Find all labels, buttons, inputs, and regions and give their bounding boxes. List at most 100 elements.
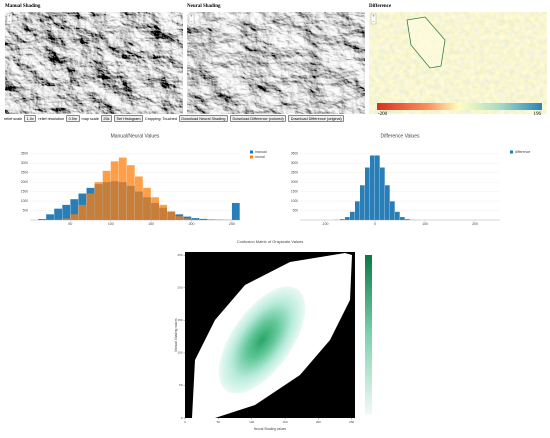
x-tick-label: 100 xyxy=(249,420,254,424)
histogram-bar xyxy=(207,219,216,220)
histogram-bar xyxy=(62,204,71,220)
x-tick-label: 150 xyxy=(282,420,287,424)
panel-title: Neural Shading xyxy=(187,4,221,9)
histogram-bar xyxy=(355,201,360,220)
y-axis-label: Manual Shading values xyxy=(174,318,178,352)
button[interactable]: Download Neural Shading xyxy=(178,115,228,122)
button[interactable]: Download Difference (original) xyxy=(288,115,345,122)
histogram-bar xyxy=(175,216,184,220)
zoom-out[interactable]: − xyxy=(8,19,11,24)
difference-colorbar xyxy=(377,103,542,110)
zoom-in[interactable]: + xyxy=(372,14,375,19)
histogram-bar xyxy=(199,218,208,220)
control-select[interactable]: 1.0x xyxy=(24,115,37,122)
y-tick-label: 500 xyxy=(23,208,29,212)
zoom-in[interactable]: + xyxy=(8,14,11,19)
y-tick-label: 150 xyxy=(177,318,182,322)
legend-label: neural xyxy=(255,155,265,159)
histogram-bar xyxy=(151,197,159,220)
histogram-bar xyxy=(118,157,127,220)
x-tick-label: 200 xyxy=(189,222,195,226)
y-tick-label: 100 xyxy=(177,351,182,355)
legend-label: difference xyxy=(515,150,530,154)
chart-title: Difference Values xyxy=(380,133,420,139)
x-tick-label: 0 xyxy=(374,222,376,226)
x-tick-label: 250 xyxy=(229,222,235,226)
histogram-bar xyxy=(70,199,79,220)
histogram-bar xyxy=(390,201,395,220)
legend-swatch xyxy=(250,155,253,159)
x-tick-label: 50 xyxy=(217,420,221,424)
histogram-bar xyxy=(400,217,405,220)
chart-title: Manual/Neural Values xyxy=(111,133,160,139)
histogram-bar xyxy=(345,217,350,220)
heatmap-colorbar xyxy=(365,255,372,415)
y-tick-label: 200 xyxy=(177,286,182,290)
y-tick-label: 3000 xyxy=(21,161,28,165)
y-tick-label: 250 xyxy=(177,253,182,257)
histogram-bar xyxy=(126,165,135,220)
heatmap-density xyxy=(218,286,306,394)
legend-label: manual xyxy=(255,150,267,154)
difference-map xyxy=(369,12,547,114)
y-tick-label: 3500 xyxy=(21,152,28,156)
histogram-bar xyxy=(370,155,375,220)
x-tick-label: 50 xyxy=(68,222,72,226)
histogram-bar xyxy=(54,208,63,220)
button[interactable]: Set Histogram xyxy=(113,115,144,122)
toolbar: relief scale 1.0x relief resolution 0.5m map… xyxy=(4,115,345,122)
histogram-bar xyxy=(110,161,119,220)
histogram-bar xyxy=(380,167,385,220)
y-tick-label: 50 xyxy=(179,383,183,387)
zoom-box[interactable] xyxy=(6,13,13,25)
histogram-bar xyxy=(46,214,54,220)
x-tick-label: 200 xyxy=(472,222,478,226)
histogram-bar xyxy=(385,185,390,220)
histogram-bar xyxy=(70,214,79,220)
zoom-out[interactable]: − xyxy=(372,19,375,24)
histogram-bar xyxy=(159,204,168,220)
histogram-bar xyxy=(183,218,192,220)
chart-title: Confusion Matrix of Grayscale Values xyxy=(237,239,304,244)
crop-polygon xyxy=(406,16,446,69)
zoom-in[interactable]: + xyxy=(190,14,193,19)
y-tick-label: 1000 xyxy=(291,199,298,203)
y-tick-label: 1500 xyxy=(291,189,298,193)
histogram-bar xyxy=(62,218,71,220)
x-axis-label: Neural Shading values xyxy=(254,427,286,431)
button[interactable]: Download Difference (colored) xyxy=(229,115,287,122)
histogram-bar xyxy=(395,211,400,220)
control-label: map scale xyxy=(81,116,99,121)
x-tick-label: -100 xyxy=(321,222,328,226)
neural-map xyxy=(187,12,365,114)
y-tick-label: 500 xyxy=(293,208,299,212)
histogram-bar xyxy=(102,170,111,220)
legend-swatch xyxy=(250,150,253,154)
control-select[interactable]: 25k xyxy=(100,115,112,122)
panel-title: Manual Shading xyxy=(5,4,41,9)
manual-map xyxy=(5,12,183,114)
x-tick-label: 100 xyxy=(108,222,114,226)
x-tick-label: 100 xyxy=(422,222,428,226)
histogram-bar xyxy=(231,202,240,220)
zoom-out[interactable]: − xyxy=(190,19,193,24)
zoom-box[interactable] xyxy=(188,13,195,25)
x-tick-label: 0 xyxy=(184,420,186,424)
histogram-bar xyxy=(94,182,103,220)
histogram-bar xyxy=(86,193,95,220)
histogram-bar xyxy=(38,219,46,220)
histogram-bar xyxy=(143,187,151,220)
histogram-bar xyxy=(340,219,345,220)
control-select[interactable]: 0.5m xyxy=(66,115,80,122)
y-tick-label: 2000 xyxy=(21,180,28,184)
histogram-bar xyxy=(183,216,192,220)
x-tick-label: 250 xyxy=(349,420,354,424)
histogram-bar xyxy=(135,176,143,220)
control-label: relief scale xyxy=(4,116,23,121)
zoom-controls: + − + − + − xyxy=(6,13,377,25)
zoom-box[interactable] xyxy=(370,13,377,25)
y-tick-label: 0 xyxy=(181,416,183,420)
status-text: Cropping: Touched xyxy=(145,116,177,121)
